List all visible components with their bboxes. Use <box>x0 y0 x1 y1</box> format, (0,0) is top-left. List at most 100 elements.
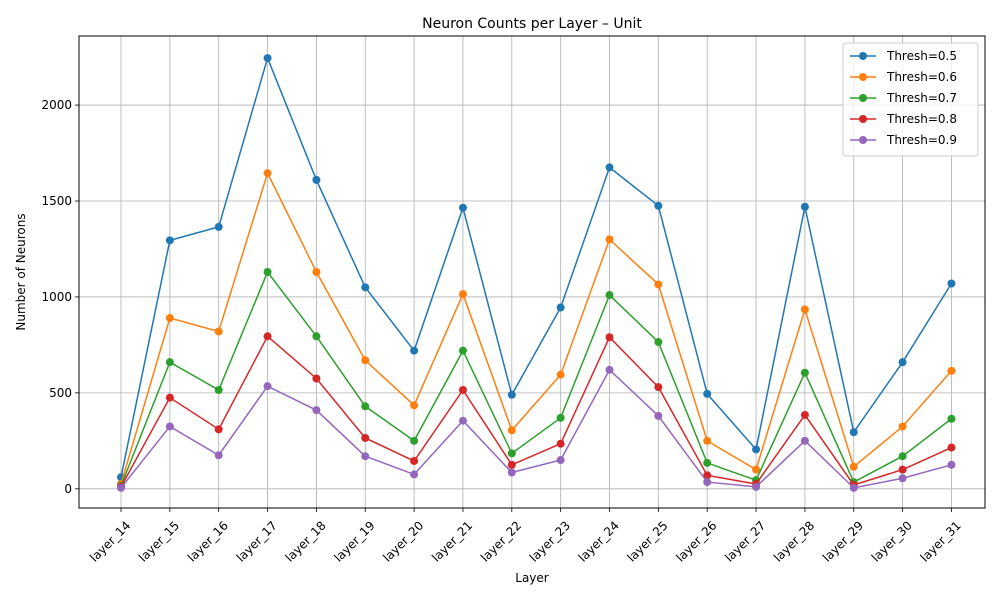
data-point <box>898 474 907 483</box>
data-point <box>947 443 956 452</box>
data-point <box>703 389 712 398</box>
data-point <box>703 436 712 445</box>
data-point <box>947 414 956 423</box>
grid <box>79 36 985 508</box>
y-axis-title: Number of Neurons <box>14 213 28 330</box>
data-point <box>654 411 663 420</box>
legend-label: Thresh=0.8 <box>886 112 957 126</box>
data-point <box>654 383 663 392</box>
data-point <box>556 413 565 422</box>
chart-title: Neuron Counts per Layer – Unit <box>422 16 642 32</box>
data-point <box>361 452 370 461</box>
data-point <box>361 356 370 365</box>
data-point <box>507 426 516 435</box>
data-point <box>263 169 272 178</box>
data-point <box>605 365 614 374</box>
data-point <box>410 346 419 355</box>
data-point <box>654 338 663 347</box>
legend: Thresh=0.5 Thresh=0.6 Thresh=0.7 Thresh=0.8… <box>842 42 979 157</box>
data-point <box>214 425 223 434</box>
legend-label: Thresh=0.7 <box>886 91 957 105</box>
y-axis: 0 500 1000 1500 2000 <box>41 98 79 496</box>
y-tick-label: 1000 <box>41 290 72 304</box>
data-point <box>165 422 174 431</box>
legend-marker <box>859 115 867 123</box>
data-point <box>898 452 907 461</box>
data-point <box>800 202 809 211</box>
data-point <box>556 456 565 465</box>
y-tick-label: 2000 <box>41 98 72 112</box>
data-point <box>800 368 809 377</box>
data-point <box>800 305 809 314</box>
legend-marker <box>859 73 867 81</box>
legend-label: Thresh=0.9 <box>886 133 957 147</box>
y-tick-label: 1500 <box>41 194 72 208</box>
data-point <box>752 445 761 454</box>
data-point <box>507 449 516 458</box>
data-point <box>556 303 565 312</box>
data-point <box>214 327 223 336</box>
data-point <box>410 470 419 479</box>
data-point <box>752 465 761 474</box>
data-point <box>898 465 907 474</box>
series-line <box>120 171 953 485</box>
data-point <box>507 468 516 477</box>
data-point <box>898 422 907 431</box>
data-point <box>752 482 761 491</box>
data-point <box>703 478 712 487</box>
series-line <box>120 55 953 478</box>
data-point <box>410 436 419 445</box>
data-point <box>214 451 223 460</box>
data-point <box>312 406 321 415</box>
data-point <box>312 268 321 276</box>
data-point <box>165 314 174 323</box>
data-point <box>507 390 516 399</box>
legend-marker <box>859 136 867 144</box>
data-point <box>605 235 614 244</box>
data-point <box>605 163 614 172</box>
data-point <box>507 460 516 469</box>
data-point <box>410 456 419 465</box>
data-point <box>654 280 663 289</box>
data-point <box>605 333 614 342</box>
data-point <box>458 416 467 425</box>
data-point <box>898 358 907 367</box>
data-point <box>654 201 663 210</box>
data-point <box>947 460 956 469</box>
series-line <box>120 335 952 488</box>
series-layer <box>117 54 956 492</box>
data-point <box>361 402 370 411</box>
data-point <box>458 386 467 394</box>
data-point <box>947 279 956 288</box>
data-point <box>263 268 272 276</box>
data-point <box>312 374 321 383</box>
data-point <box>361 283 370 292</box>
y-tick-label: 0 <box>64 482 72 496</box>
series-line <box>120 368 952 489</box>
data-point <box>263 54 272 63</box>
data-point <box>165 236 174 245</box>
data-point <box>800 410 809 419</box>
y-tick-label: 500 <box>49 386 72 400</box>
data-point <box>410 401 419 410</box>
data-point <box>556 439 565 448</box>
data-point <box>263 382 272 391</box>
data-point <box>556 370 565 379</box>
data-point <box>849 483 858 492</box>
data-point <box>263 332 272 341</box>
data-point <box>458 203 467 212</box>
legend-box <box>842 42 979 157</box>
data-point <box>703 471 712 480</box>
series-line <box>120 270 952 487</box>
legend-marker <box>859 94 867 102</box>
data-point <box>214 222 223 231</box>
legend-marker <box>859 52 867 60</box>
data-point <box>458 290 467 299</box>
data-point <box>605 291 614 300</box>
data-point <box>361 433 370 442</box>
data-point <box>849 428 858 437</box>
legend-label: Thresh=0.6 <box>886 70 957 84</box>
data-point <box>165 358 174 367</box>
